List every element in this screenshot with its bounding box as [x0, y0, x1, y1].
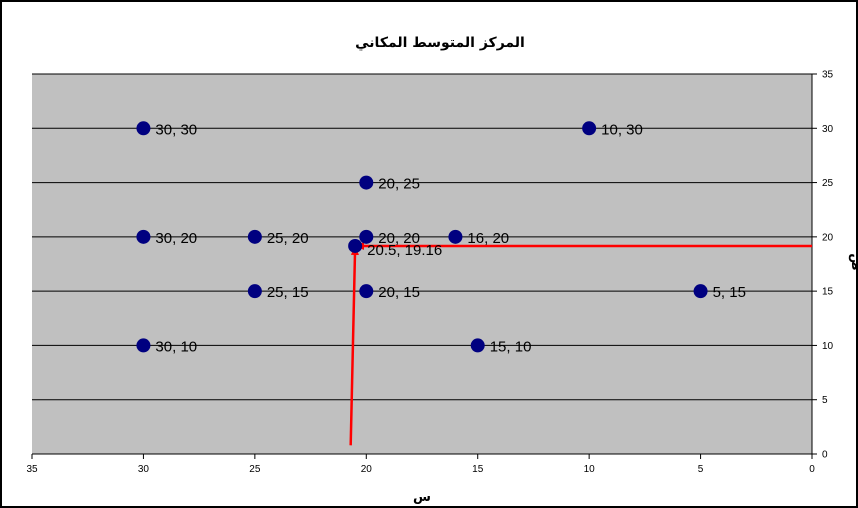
- data-point: [136, 229, 151, 244]
- y-tick-label: 30: [822, 124, 834, 135]
- x-tick-label: 20: [361, 464, 373, 475]
- y-tick-label: 0: [822, 450, 828, 461]
- data-point: [136, 338, 151, 353]
- y-tick-label: 10: [822, 341, 834, 352]
- x-axis-label: س: [413, 490, 431, 505]
- gridlines: [32, 73, 812, 401]
- y-axis-label: ص: [848, 253, 858, 271]
- x-tick-label: 35: [26, 464, 38, 475]
- data-label: 10, 30: [601, 121, 643, 138]
- chart-title: المركز المتوسط المكاني: [355, 35, 525, 51]
- point-labels: 30, 30 10, 30 20, 25 30, 20 25, 20 20, 20 16, …: [155, 121, 746, 355]
- data-label: 20, 25: [378, 176, 420, 193]
- data-point: [348, 238, 363, 253]
- data-point: [693, 284, 708, 299]
- plot-area: [32, 74, 812, 454]
- data-points: [136, 121, 708, 353]
- data-point: [247, 284, 262, 299]
- data-point: [247, 229, 262, 244]
- data-point: [582, 121, 597, 136]
- x-tick-label: 0: [809, 464, 815, 475]
- data-label: 30, 10: [155, 338, 197, 355]
- x-tick-labels: 35 30 25 20 15 10 5 0: [26, 464, 815, 475]
- data-point: [359, 284, 374, 299]
- y-tick-label: 15: [822, 287, 834, 298]
- x-tick-label: 25: [249, 464, 261, 475]
- data-label: 20, 15: [378, 284, 420, 301]
- y-tick-label: 5: [822, 395, 828, 406]
- axes: [31, 73, 817, 459]
- data-point: [359, 175, 374, 190]
- y-tick-labels: 0 5 10 15 20 25 30 35: [822, 70, 834, 461]
- data-label: 30, 30: [155, 121, 197, 138]
- y-tick-label: 20: [822, 232, 834, 243]
- red-arrow: [349, 244, 359, 446]
- data-point: [359, 229, 374, 244]
- y-tick-label: 35: [822, 70, 834, 81]
- data-point: [136, 121, 151, 136]
- data-label: 5, 15: [713, 284, 746, 301]
- data-label: 30, 20: [155, 230, 197, 247]
- x-tick-label: 30: [138, 464, 150, 475]
- data-label: 20, 20: [378, 230, 420, 247]
- y-tick-label: 25: [822, 178, 834, 189]
- data-label: 25, 20: [267, 230, 309, 247]
- x-tick-label: 5: [698, 464, 704, 475]
- arrows: [349, 241, 812, 446]
- x-tick-label: 15: [472, 464, 484, 475]
- x-tick-label: 10: [584, 464, 596, 475]
- data-label: 25, 15: [267, 284, 309, 301]
- data-point: [448, 229, 463, 244]
- data-label: 16, 20: [467, 230, 509, 247]
- data-label: 20.5, 19.16: [367, 242, 442, 259]
- data-label: 15, 10: [490, 338, 532, 355]
- data-point: [470, 338, 485, 353]
